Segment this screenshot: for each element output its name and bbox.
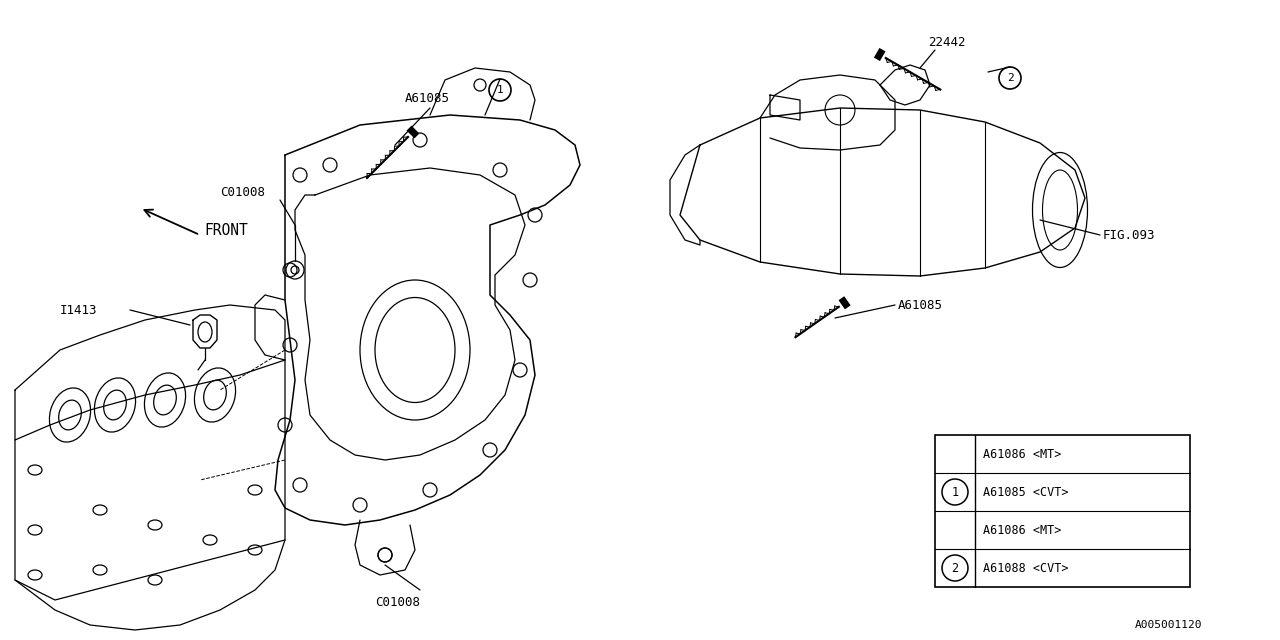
Text: A005001120: A005001120: [1135, 620, 1202, 630]
Text: I1413: I1413: [60, 303, 97, 317]
Text: 22442: 22442: [928, 35, 965, 49]
Text: A61085: A61085: [899, 298, 943, 312]
Text: 1: 1: [951, 486, 959, 499]
Text: A61085 <CVT>: A61085 <CVT>: [983, 486, 1069, 499]
Text: 2: 2: [951, 561, 959, 575]
Text: FRONT: FRONT: [204, 223, 248, 237]
Text: 2: 2: [1006, 73, 1014, 83]
Text: 1: 1: [497, 85, 503, 95]
Text: C01008: C01008: [375, 596, 420, 609]
Text: C01008: C01008: [220, 186, 265, 198]
Bar: [934, 435, 1190, 587]
Text: A61086 <MT>: A61086 <MT>: [983, 524, 1061, 536]
Text: A61085: A61085: [404, 92, 451, 104]
Text: A61086 <MT>: A61086 <MT>: [983, 447, 1061, 461]
Text: A61088 <CVT>: A61088 <CVT>: [983, 561, 1069, 575]
Text: FIG.093: FIG.093: [1103, 228, 1156, 241]
